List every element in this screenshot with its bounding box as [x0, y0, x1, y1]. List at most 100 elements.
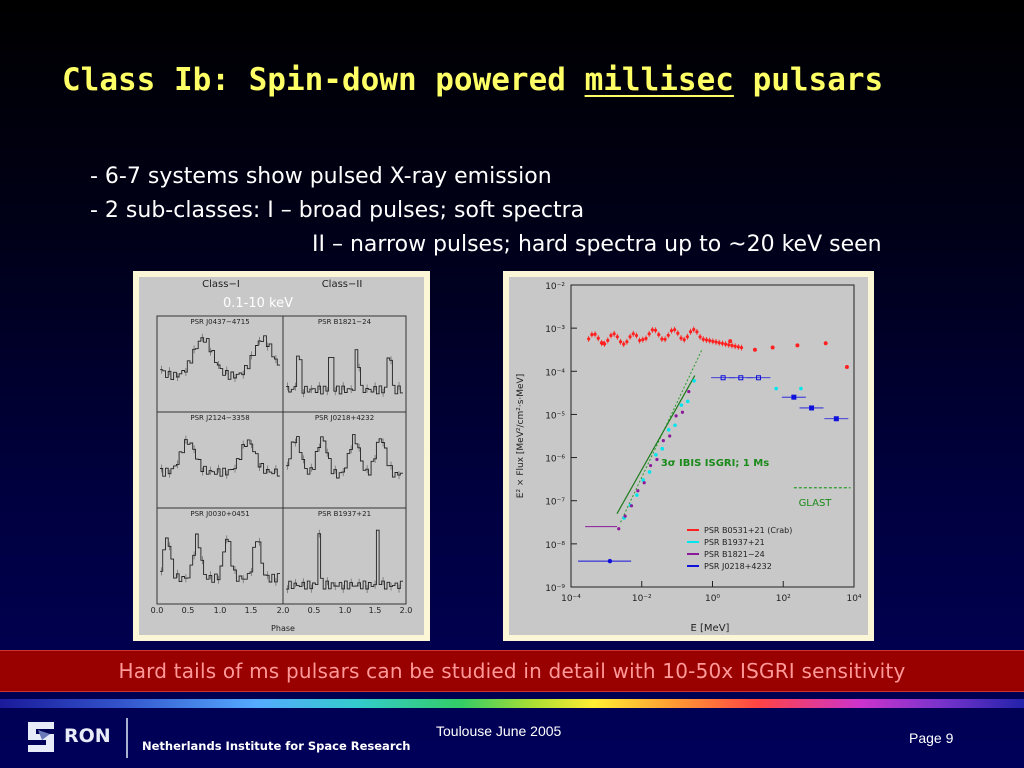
rainbow-divider: [0, 699, 1024, 708]
bullet-1: - 6-7 systems show pulsed X-ray emission: [90, 164, 552, 189]
pulse-profile: [286, 529, 403, 590]
pulse-profiles-svg: Class−I Class−II 0.1-10 keV PSR J0437−47…: [151, 279, 413, 633]
crab-data-point: [600, 341, 605, 346]
pulse-profile: [160, 533, 280, 583]
b1821-data-point: [680, 410, 685, 414]
b1821-data-point: [617, 527, 621, 531]
sron-logo: RON: [28, 722, 111, 752]
glast-label: GLAST: [799, 498, 833, 509]
legend-label: PSR B1937+21: [704, 538, 765, 547]
model-line: [616, 375, 696, 514]
phase-tick-label: 2.0: [277, 606, 290, 615]
pulse-profile: [286, 434, 403, 479]
legend-label: PSR B0531+21 (Crab): [704, 526, 792, 535]
phase-tick-label: 1.5: [369, 606, 382, 615]
b1821-data-point: [655, 457, 659, 462]
y-tick-label: 10⁻³: [545, 325, 565, 335]
profile-grid-frame: [156, 315, 407, 605]
pulsar-label: PSR B1821−24: [318, 318, 372, 326]
spectra-svg: 10⁻²10⁻³10⁻⁴10⁻⁵10⁻⁶10⁻⁷10⁻⁸10⁻⁹ 10⁻⁴ 10⁻…: [516, 282, 862, 634]
pulse-profile: [160, 335, 280, 381]
crab-data-point: [752, 347, 757, 352]
spectral-data: [578, 326, 851, 564]
footer-date-location: Toulouse June 2005: [436, 723, 562, 739]
sron-emblem-icon: [28, 722, 54, 752]
b1821-data-point: [661, 438, 665, 443]
phase-tick-label: 0.5: [182, 606, 195, 615]
phase-tick-label: 1.0: [214, 606, 227, 615]
phase-tick-label: 1.0: [339, 606, 352, 615]
crab-data-point: [728, 339, 733, 344]
b1821-data-point: [668, 434, 672, 438]
phase-tick-label: 2.0: [400, 606, 413, 615]
x-tick-label: 10⁻⁴: [561, 594, 581, 604]
b1821-data-point: [648, 463, 653, 468]
bullet-2: - 2 sub-classes: I – broad pulses; soft …: [90, 198, 585, 223]
pulsar-label: PSR B1937+21: [318, 510, 371, 518]
b1821-data-point: [687, 389, 691, 394]
b1821-data-point: [642, 481, 646, 485]
legend-label: PSR B1821−24: [704, 550, 765, 559]
title-suffix: pulsars: [733, 62, 884, 98]
phase-tick-label: 0.5: [308, 606, 321, 615]
x-tick-label: 10⁰: [705, 594, 720, 604]
class-ii-header: Class−II: [322, 279, 363, 290]
y-tick-label: 10⁻²: [545, 282, 565, 292]
y-tick-labels: 10⁻² 10⁻³ 10⁻⁴ 10⁻⁵ 10⁻⁶ 10⁻⁷ 10⁻⁸ 10⁻⁹: [545, 282, 577, 594]
b1937-data-point: [647, 470, 652, 474]
x-tick-label: 10²: [776, 594, 791, 604]
b1937-data-point: [634, 493, 639, 497]
pulse-profile: [160, 439, 280, 477]
profile-grid: [156, 315, 407, 605]
phase-axis-label: Phase: [271, 624, 295, 633]
title-underlined-word: millisec: [584, 62, 734, 98]
spectra-legend: PSR B0531+21 (Crab) PSR B1937+21 PSR B1821…: [687, 526, 792, 571]
phase-tick-label: 0.0: [151, 606, 164, 615]
conclusion-banner: Hard tails of ms pulsars can be studied …: [0, 650, 1024, 692]
b1937-data-point: [654, 452, 658, 457]
crab-data-point: [795, 343, 800, 348]
logo-text: RON: [64, 725, 111, 747]
pulse-profiles-figure: Class−I Class−II 0.1-10 keV PSR J0437−47…: [133, 271, 430, 641]
b1937-data-point: [774, 386, 778, 391]
crab-data-point: [770, 345, 775, 350]
phase-tick-labels: 0.0 0.5 1.0 1.5 2.0 0.5 1.0 1.5 2.0: [151, 606, 413, 615]
b1821-data-point: [636, 489, 640, 493]
b1937-data-point: [799, 386, 803, 391]
b1937-data-point: [673, 423, 677, 428]
energy-label: 0.1-10 keV: [223, 296, 293, 311]
pulsar-label: PSR J2124−3358: [190, 414, 249, 422]
y-axis-label: E² × Flux [MeV²/cm²·s·MeV]: [516, 374, 526, 498]
pulsar-label: PSR J0030+0451: [190, 510, 249, 518]
b1821-data-point: [629, 504, 634, 508]
crab-data-point: [823, 341, 828, 346]
phase-tick-label: 1.5: [245, 606, 258, 615]
y-tick-label: 10⁻⁴: [545, 368, 565, 378]
y-tick-label: 10⁻⁶: [545, 455, 565, 465]
y-tick-label: 10⁻⁵: [545, 411, 565, 421]
b1937-data-point: [660, 446, 665, 451]
b1937-data-point: [641, 478, 645, 482]
y-tick-label: 10⁻⁷: [545, 498, 565, 508]
y-tick-label: 10⁻⁸: [545, 541, 565, 551]
b1937-data-point: [666, 428, 671, 432]
b1937-data-point: [685, 399, 690, 404]
x-axis-label: E [MeV]: [691, 623, 730, 634]
x-tick-labels: 10⁻⁴ 10⁻² 10⁰ 10² 10⁴: [561, 581, 862, 604]
y-tick-label: 10⁻⁹: [545, 584, 565, 594]
pulse-profile: [286, 349, 403, 395]
spectra-figure: 10⁻² 10⁻³ 10⁻⁴ 10⁻⁵ 10⁻⁶ 10⁻⁷ 10⁻⁸ 10⁻⁹ 10⁻⁴ 10⁻…: [503, 271, 874, 641]
b1937-data-point: [692, 378, 696, 383]
profile-labels: PSR J0437−4715 PSR B1821−24 PSR J2124−3358…: [190, 318, 374, 518]
crab-data-point: [844, 364, 849, 369]
x-tick-label: 10⁻²: [632, 594, 652, 604]
slide-title: Class Ib: Spin-down powered millisec pul…: [62, 62, 883, 98]
b1821-data-point: [674, 414, 678, 418]
bullet-3: II – narrow pulses; hard spectra up to ~…: [312, 232, 882, 257]
ibis-sensitivity-label: 3σ IBIS ISGRI; 1 Ms: [661, 458, 769, 469]
legend-label: PSR J0218+4232: [704, 562, 772, 571]
class-i-header: Class−I: [202, 279, 240, 290]
institute-name: Netherlands Institute for Space Research: [142, 739, 411, 753]
b1821-data-point: [623, 514, 627, 518]
page-number: Page 9: [909, 730, 954, 746]
